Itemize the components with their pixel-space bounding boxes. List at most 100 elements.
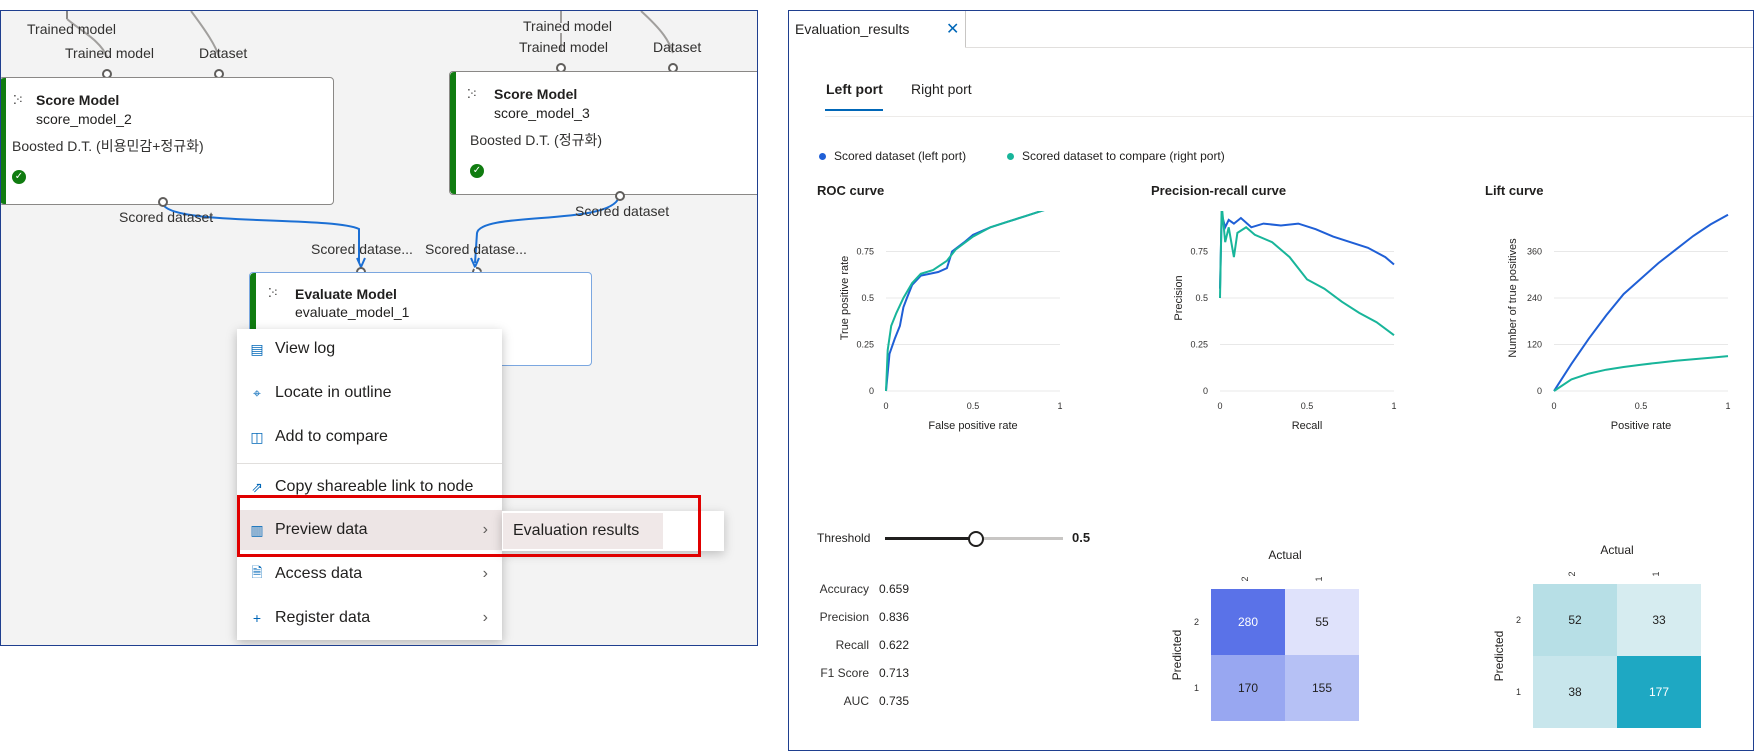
legend-dot-blue: [819, 152, 826, 160]
y-tick-label: 0.25: [856, 340, 874, 350]
close-icon[interactable]: ✕: [946, 21, 960, 38]
x-tick-label: 1: [1725, 401, 1730, 411]
matrix-cell-value: 280: [1238, 615, 1258, 629]
menu-item-label: Locate in outline: [275, 384, 392, 401]
menu-divider: [237, 463, 502, 464]
x-tick-label: 0: [1551, 401, 1556, 411]
threshold-label: Threshold: [817, 531, 871, 545]
legend-item-right-port: Scored dataset to compare (right port): [1007, 149, 1225, 163]
top-partial-label: Trained model: [27, 21, 116, 37]
x-tick-label: 0.5: [967, 401, 980, 411]
preview-data-submenu: Evaluation results: [502, 511, 724, 551]
node2-output-label: Scored dataset: [575, 203, 670, 219]
status-bar: [450, 72, 456, 194]
chevron-right-icon: ›: [482, 565, 488, 582]
y-tick-label: 0.5: [1195, 293, 1208, 303]
pipeline-canvas[interactable]: Trained model Trained model Dataset ⁚⁖ S…: [0, 10, 758, 646]
node2-top-label: Trained model: [523, 18, 612, 34]
menu-item-add-to-compare[interactable]: ◫ Add to compare: [237, 417, 502, 457]
menu-item-label: Preview data: [275, 521, 368, 538]
menu-item-copy-link[interactable]: ⇗ Copy shareable link to node: [237, 467, 502, 507]
chevron-right-icon: ›: [482, 521, 488, 538]
file-lock-icon: 🗎: [251, 564, 263, 580]
column-label: 1: [1314, 576, 1324, 581]
threshold-slider-track[interactable]: [885, 531, 1063, 547]
series-line-left-port: [885, 211, 1045, 392]
chevron-right-icon: ›: [482, 609, 488, 626]
evaluation-results-panel: Evaluation_results ✕ Left port Right por…: [788, 10, 1754, 751]
y-tick-label: 120: [1527, 340, 1542, 350]
menu-item-access-data[interactable]: 🗎 Access data ›: [237, 554, 502, 594]
lift-chart-title: Lift curve: [1485, 183, 1544, 198]
tab-left-port[interactable]: Left port: [826, 81, 883, 97]
series-line-left-port: [1553, 213, 1729, 392]
node-id: evaluate_model_1: [295, 304, 410, 320]
evaluate-input-label-left: Scored datase...: [311, 241, 413, 257]
node-description: Boosted D.T. (비용민감+정규화): [12, 138, 204, 154]
highlight-box: [237, 495, 701, 557]
document-icon: ▤: [250, 340, 264, 357]
x-tick-label: 0.5: [1301, 401, 1314, 411]
status-bar: [1, 78, 6, 204]
actual-axis-label: Actual: [1268, 548, 1301, 562]
confusion-matrix-left: Actual 2 1 2 1 Predicted 280 55 170 155: [1170, 548, 1359, 721]
menu-item-preview-data[interactable]: ▥ Preview data ›: [237, 510, 502, 550]
node1-output-port[interactable]: [158, 197, 168, 207]
column-label: 1: [1651, 571, 1661, 576]
metric-label-precision: Precision: [819, 610, 869, 624]
node-id: score_model_2: [36, 111, 132, 127]
matrix-cell: [1285, 655, 1359, 721]
chart-icon: ▥: [250, 521, 264, 538]
matrix-cell-value: 55: [1315, 615, 1329, 629]
row-label: 1: [1516, 687, 1521, 697]
y-tick-label: 0.5: [861, 293, 874, 303]
node2-port-label-model: Trained model: [519, 39, 608, 55]
y-axis-label: Precision: [1173, 275, 1185, 320]
matrix-cell: [1617, 656, 1701, 728]
node-context-menu: ▤ View log ⌖ Locate in outline ◫ Add to …: [237, 329, 502, 640]
column-label: 2: [1567, 571, 1577, 576]
y-tick-label: 0: [869, 386, 874, 396]
results-tab[interactable]: Evaluation_results ✕: [789, 11, 966, 48]
x-tick-label: 1: [1391, 401, 1396, 411]
legend-item-left-port: Scored dataset (left port): [819, 149, 966, 163]
menu-item-register-data[interactable]: + Register data ›: [237, 598, 502, 638]
submenu-item-evaluation-results[interactable]: Evaluation results: [503, 513, 663, 549]
matrix-cell: [1617, 584, 1701, 656]
matrix-cell: [1533, 656, 1617, 728]
edge-node1-model-in: [66, 18, 108, 58]
tab-title: Evaluation_results: [795, 21, 910, 37]
node2-port-label-dataset: Dataset: [653, 39, 702, 55]
x-axis-label: Recall: [1292, 420, 1323, 432]
y-axis-label: True positive rate: [839, 256, 851, 341]
menu-item-label: Copy shareable link to node: [275, 478, 474, 495]
status-bar: [250, 273, 256, 365]
plus-icon: +: [252, 610, 262, 626]
y-tick-label: 0.75: [1190, 247, 1208, 257]
metric-label-recall: Recall: [835, 638, 869, 652]
y-tick-label: 0.25: [1190, 340, 1208, 350]
row-label: 1: [1194, 683, 1199, 693]
menu-item-label: Access data: [275, 565, 363, 582]
threshold-value: 0.5: [1072, 530, 1091, 545]
row-label: 2: [1516, 615, 1521, 625]
legend-label: Scored dataset (left port): [834, 149, 967, 163]
matrix-cell: [1533, 584, 1617, 656]
metric-value-precision: 0.836: [879, 610, 910, 624]
matrix-cell: [1285, 589, 1359, 655]
canvas-edges: [66, 11, 674, 270]
threshold-slider-thumb[interactable]: [968, 531, 984, 547]
score-model-node-3[interactable]: ⁚⁖ Score Model score_model_3 Boosted D.T…: [449, 71, 757, 195]
metric-value-auc: 0.735: [879, 694, 910, 708]
node2-output-port[interactable]: [615, 191, 625, 201]
metric-label-f1: F1 Score: [820, 666, 869, 680]
active-tab-underline: [825, 109, 883, 111]
menu-item-view-log[interactable]: ▤ View log: [237, 329, 502, 369]
menu-item-locate-in-outline[interactable]: ⌖ Locate in outline: [237, 373, 502, 413]
locate-icon: ⌖: [253, 384, 261, 401]
y-tick-label: 240: [1527, 293, 1542, 303]
score-model-node-2[interactable]: ⁚⁖ Score Model score_model_2 Boosted D.T…: [1, 77, 334, 205]
node-id: score_model_3: [494, 105, 590, 121]
tab-right-port[interactable]: Right port: [911, 81, 972, 97]
